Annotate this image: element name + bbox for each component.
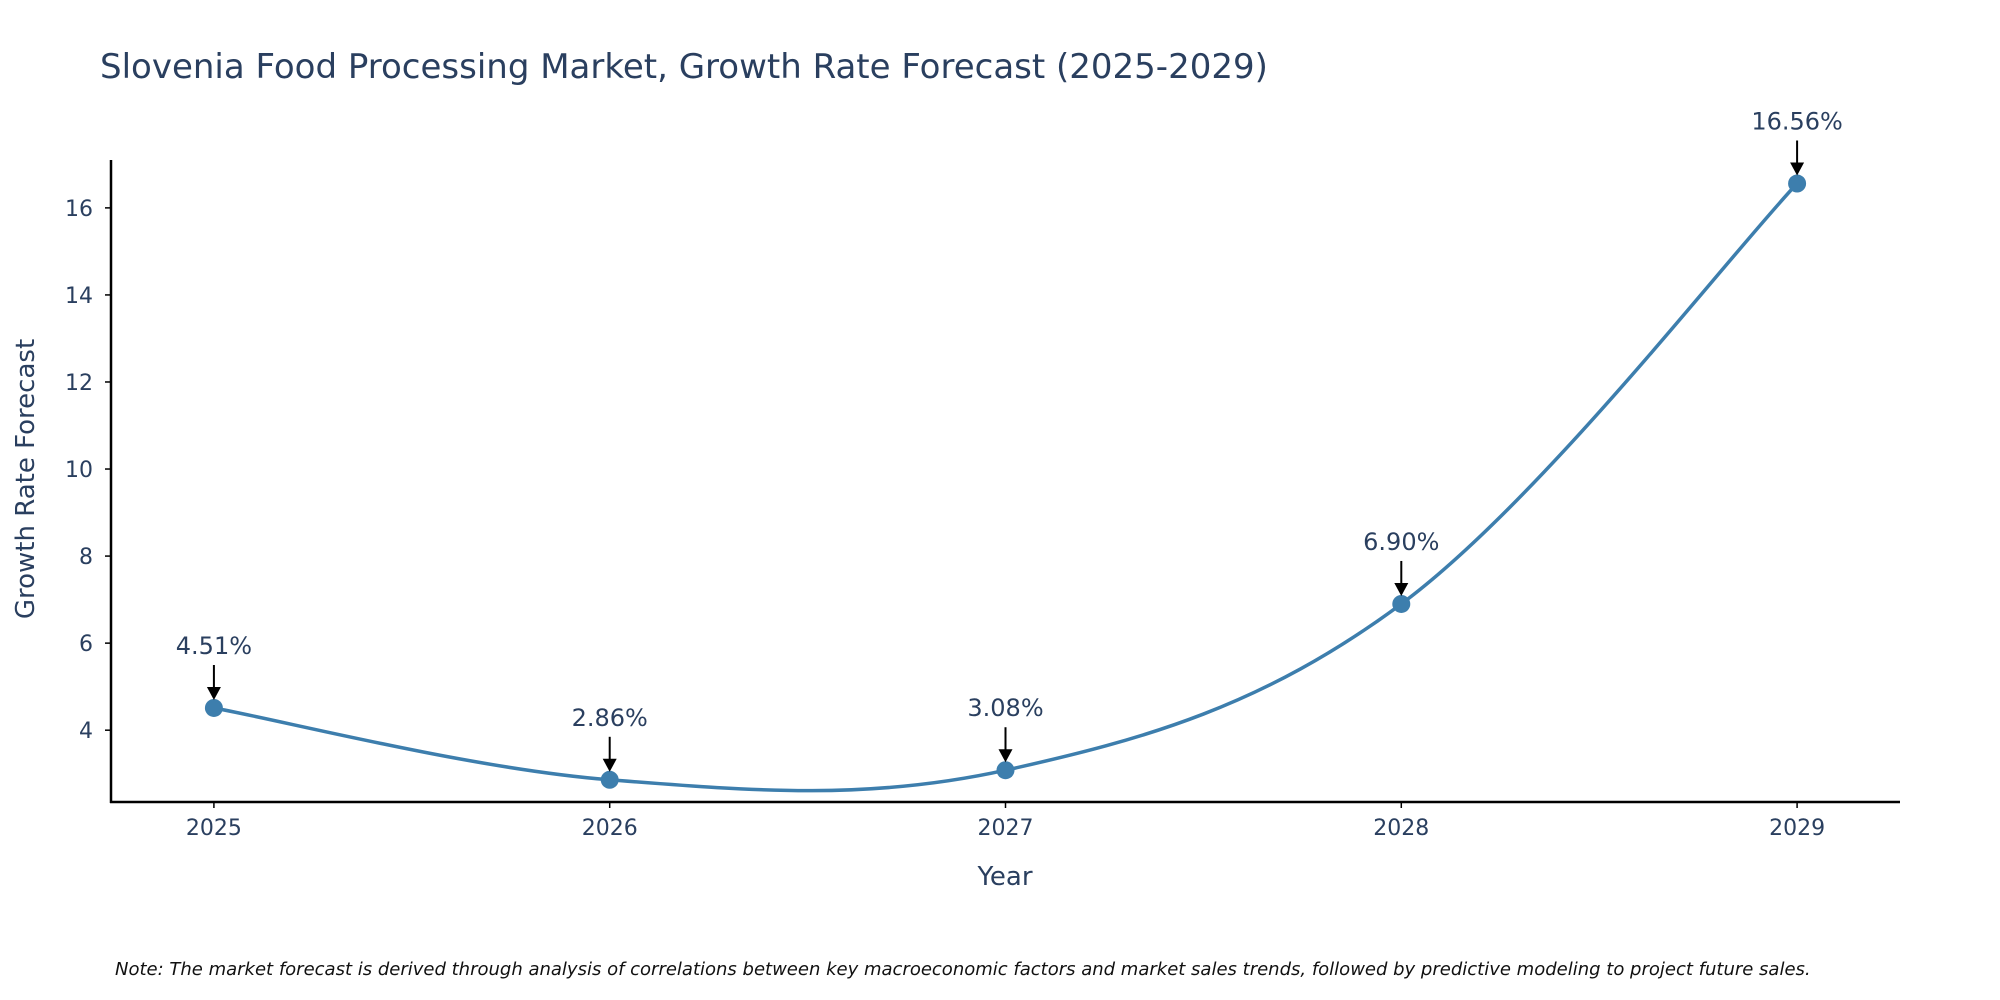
x-axis-ticks: 2025 2026 2027 2028 2029 bbox=[186, 802, 1825, 841]
x-tick-label: 2025 bbox=[186, 816, 242, 841]
data-label: 6.90% bbox=[1363, 528, 1439, 556]
annotation-arrowhead bbox=[998, 749, 1013, 763]
x-tick-label: 2027 bbox=[978, 816, 1034, 841]
annotation-arrowhead bbox=[1394, 582, 1409, 596]
series-markers bbox=[204, 174, 1807, 789]
data-point bbox=[600, 770, 619, 789]
annotation-arrowhead bbox=[1790, 162, 1805, 176]
x-tick-label: 2026 bbox=[582, 816, 638, 841]
y-tick-label: 4 bbox=[79, 719, 93, 744]
footnote: Note: The market forecast is derived thr… bbox=[115, 959, 1811, 980]
y-tick-label: 10 bbox=[65, 458, 93, 483]
data-point bbox=[996, 761, 1015, 780]
series-line bbox=[213, 182, 1799, 793]
data-label: 3.08% bbox=[967, 694, 1043, 722]
data-label: 2.86% bbox=[572, 704, 648, 732]
y-tick-label: 14 bbox=[65, 284, 93, 309]
data-label: 4.51% bbox=[176, 632, 252, 660]
y-axis-ticks: 4 6 8 10 12 14 16 bbox=[65, 197, 111, 744]
y-tick-label: 6 bbox=[79, 632, 93, 657]
y-tick-label: 12 bbox=[65, 371, 93, 396]
x-tick-label: 2029 bbox=[1769, 816, 1825, 841]
data-point bbox=[204, 698, 223, 717]
x-axis-title: Year bbox=[976, 862, 1032, 892]
data-label: 16.56% bbox=[1751, 108, 1843, 136]
data-point bbox=[1392, 594, 1411, 613]
y-tick-label: 16 bbox=[65, 197, 93, 222]
annotation-arrowhead bbox=[602, 758, 617, 772]
chart-title: Slovenia Food Processing Market, Growth … bbox=[100, 47, 1268, 87]
data-point bbox=[1788, 174, 1807, 193]
x-tick-label: 2028 bbox=[1373, 816, 1429, 841]
annotation-arrowhead bbox=[206, 686, 221, 700]
data-labels: 4.51% 2.86% 3.08% 6.90% 16.56% bbox=[176, 108, 1843, 772]
y-tick-label: 8 bbox=[79, 545, 93, 570]
y-axis-title: Growth Rate Forecast bbox=[11, 339, 41, 619]
